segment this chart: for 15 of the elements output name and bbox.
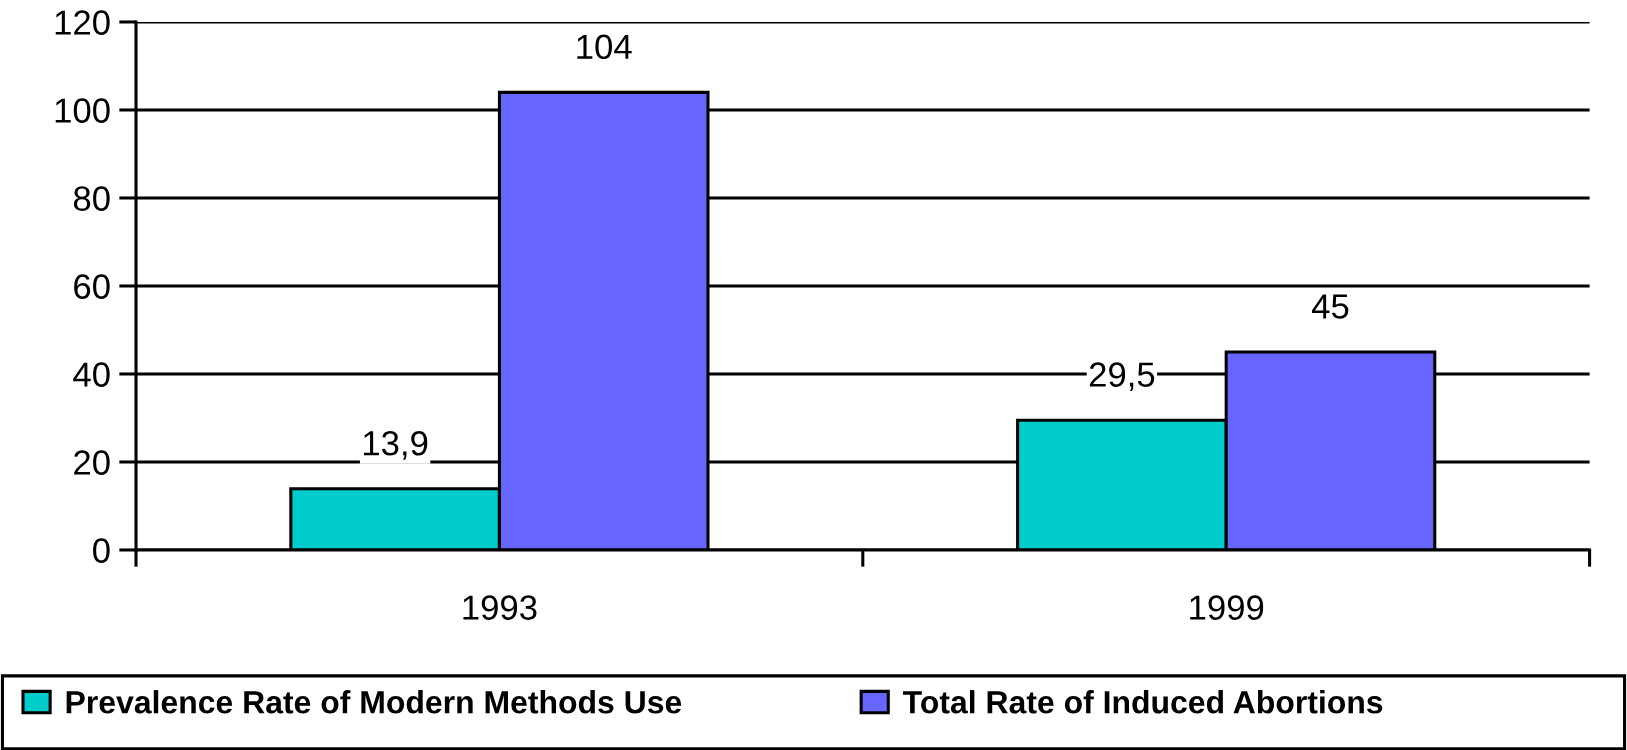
x-tick-label: 1993 bbox=[463, 595, 537, 620]
data-label: 13,9 bbox=[363, 430, 428, 460]
x-tick-label: 1999 bbox=[1190, 595, 1264, 620]
data-label: 45 bbox=[1311, 294, 1349, 319]
data-label: 29,5 bbox=[1089, 362, 1155, 392]
y-tick-label: 80 bbox=[73, 186, 110, 211]
data-label: 104 bbox=[577, 34, 632, 60]
y-tick-label: 60 bbox=[74, 274, 110, 299]
legend-label: Total Rate of Induced Abortions bbox=[903, 690, 1383, 714]
legend-label: Prevalence Rate of Modern Methods Use bbox=[66, 690, 682, 714]
y-tick-label: 20 bbox=[74, 450, 110, 475]
y-tick-label: 40 bbox=[73, 362, 110, 387]
y-tick-label: 0 bbox=[93, 538, 110, 563]
y-tick-label: 100 bbox=[55, 98, 110, 123]
y-tick-label: 120 bbox=[55, 10, 110, 35]
